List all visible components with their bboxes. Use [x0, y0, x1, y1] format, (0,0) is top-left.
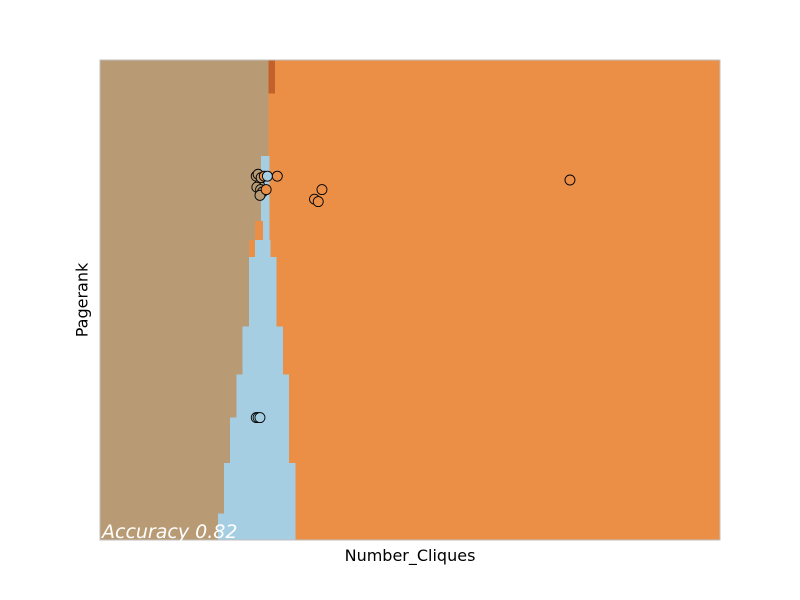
data-point — [316, 184, 328, 196]
data-point — [261, 170, 273, 182]
plot-frame — [99, 59, 721, 541]
data-point — [564, 174, 576, 186]
decision-regions — [100, 60, 720, 540]
region-blue-5 — [230, 417, 290, 464]
x-axis-label: Number_Cliques — [344, 546, 476, 565]
region-blue-1 — [255, 240, 271, 257]
region-blue-2 — [248, 256, 277, 327]
data-point — [254, 412, 266, 424]
region-tan-2 — [100, 417, 231, 468]
data-point — [271, 170, 283, 182]
region-tan-1 — [100, 468, 224, 514]
region-blue-3 — [242, 326, 283, 375]
region-blue-4 — [236, 374, 290, 418]
y-axis-label: Pagerank — [72, 262, 92, 338]
data-point — [312, 196, 324, 208]
region-blue-6 — [224, 463, 296, 514]
region-tan-0 — [100, 513, 218, 540]
region-tan-4 — [100, 326, 243, 375]
region-blue-8 — [263, 220, 270, 240]
region-tan-8 — [100, 60, 269, 156]
region-blue-7 — [217, 513, 296, 540]
data-point — [260, 184, 272, 196]
accuracy-annotation: Accuracy 0.82 — [102, 521, 238, 543]
region-tan-5 — [100, 240, 249, 327]
region-dark_orange-9 — [268, 60, 275, 94]
region-tan-3 — [100, 374, 237, 418]
region-tan-7 — [100, 156, 262, 221]
scatter-points — [250, 168, 576, 424]
region-tan-6 — [100, 220, 255, 240]
